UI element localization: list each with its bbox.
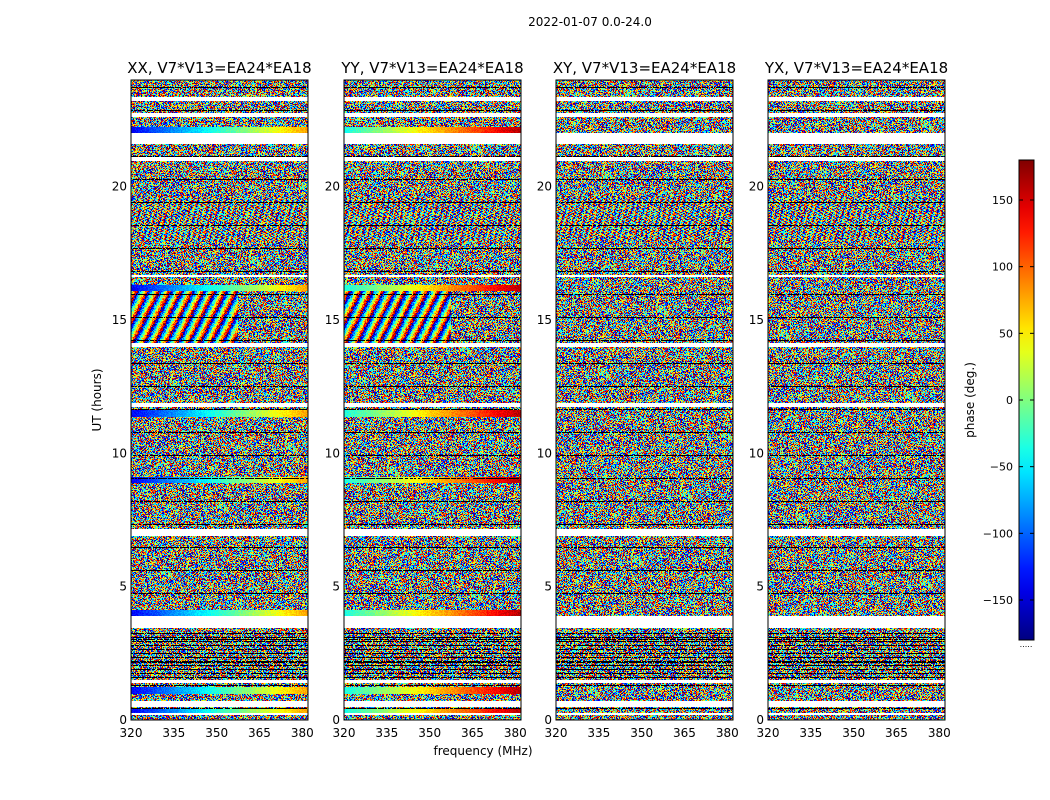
y-tick-label: 20 xyxy=(325,180,340,194)
y-tick-label: 5 xyxy=(119,580,127,594)
y-tick-label: 20 xyxy=(537,180,552,194)
y-tick-label: 10 xyxy=(112,446,127,460)
x-tick-label: 350 xyxy=(630,726,653,740)
panel-title: XY, V7*V13=EA24*EA18 xyxy=(553,59,736,77)
colorbar-tick-label: 100 xyxy=(992,261,1013,274)
colorbar-tick-label: 50 xyxy=(999,327,1013,340)
x-tick-label: 335 xyxy=(375,726,398,740)
colorbar-tick-label: −150 xyxy=(983,594,1013,607)
colorbar: 150 100 50 0 −50 −100 −150 xyxy=(983,159,1035,641)
x-tick-label: 320 xyxy=(120,726,143,740)
colorbar-tick-label: 0 xyxy=(1006,394,1013,407)
x-tick-label: 335 xyxy=(587,726,610,740)
x-tick-label: 320 xyxy=(545,726,568,740)
y-tick-label: 0 xyxy=(756,713,764,727)
y-tick-label: 20 xyxy=(749,180,764,194)
x-tick-label: 350 xyxy=(205,726,228,740)
y-tick-label: 0 xyxy=(544,713,552,727)
figure-title: 2022-01-07 0.0-24.0 xyxy=(528,15,652,29)
colorbar-tick-label: −100 xyxy=(983,527,1013,540)
y-axis-label: UT (hours) xyxy=(90,368,104,431)
y-tick-label: 10 xyxy=(749,446,764,460)
colorbar-tick-label: −50 xyxy=(990,461,1013,474)
y-tick-label: 5 xyxy=(332,580,340,594)
x-tick-label: 350 xyxy=(418,726,441,740)
x-tick-label: 380 xyxy=(928,726,951,740)
x-tick-label: 365 xyxy=(673,726,696,740)
y-tick-label: 10 xyxy=(537,446,552,460)
phase-heatmap-2 xyxy=(344,80,521,720)
panel-title: YX, V7*V13=EA24*EA18 xyxy=(764,59,948,77)
x-tick-label: 365 xyxy=(461,726,484,740)
x-axis-label: frequency (MHz) xyxy=(433,744,532,758)
y-tick-label: 15 xyxy=(112,313,127,327)
y-tick-label: 15 xyxy=(537,313,552,327)
x-tick-label: 335 xyxy=(162,726,185,740)
x-tick-label: 380 xyxy=(291,726,314,740)
y-tick-label: 5 xyxy=(756,580,764,594)
x-tick-label: 380 xyxy=(716,726,739,740)
x-tick-label: 365 xyxy=(248,726,271,740)
x-tick-label: 365 xyxy=(885,726,908,740)
y-tick-label: 15 xyxy=(325,313,340,327)
y-tick-label: 20 xyxy=(112,180,127,194)
phase-heatmap-1 xyxy=(131,80,308,720)
y-tick-label: 0 xyxy=(119,713,127,727)
x-tick-label: 320 xyxy=(333,726,356,740)
x-tick-label: 380 xyxy=(504,726,527,740)
x-tick-label: 335 xyxy=(799,726,822,740)
colorbar-minor-label: ..... xyxy=(1020,640,1033,649)
phase-heatmap-4 xyxy=(768,80,945,720)
panel-title: XX, V7*V13=EA24*EA18 xyxy=(127,59,311,77)
colorbar-label: phase (deg.) xyxy=(963,362,977,438)
x-tick-label: 320 xyxy=(757,726,780,740)
y-tick-label: 0 xyxy=(332,713,340,727)
y-tick-label: 10 xyxy=(325,446,340,460)
x-tick-label: 350 xyxy=(842,726,865,740)
phase-heatmap-3 xyxy=(556,80,733,720)
colorbar-tick-label: 150 xyxy=(992,194,1013,207)
y-tick-label: 15 xyxy=(749,313,764,327)
panel-title: YY, V7*V13=EA24*EA18 xyxy=(340,59,523,77)
y-tick-label: 5 xyxy=(544,580,552,594)
